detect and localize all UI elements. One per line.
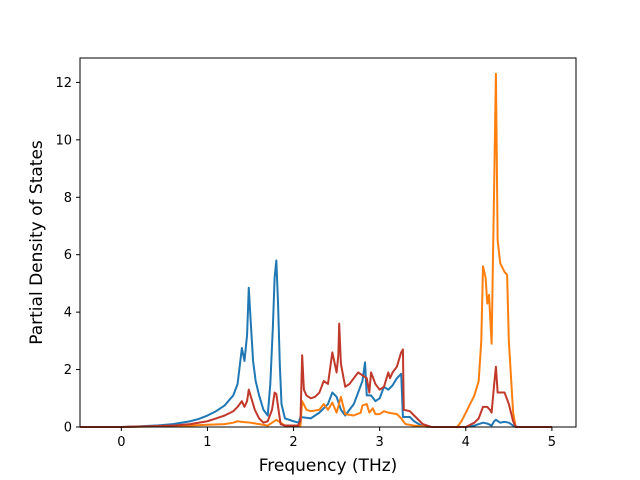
y-tick-label: 2 [64, 363, 72, 378]
y-tick-label: 4 [64, 306, 72, 321]
x-tick-label: 3 [376, 435, 384, 450]
series-line-2 [80, 72, 552, 428]
plot-frame [79, 57, 577, 428]
y-axis-ticks: 0 2 4 6 8 10 12 [55, 76, 80, 436]
y-tick-label: 8 [64, 191, 72, 206]
y-tick-label: 12 [55, 76, 72, 91]
series-layer [80, 72, 552, 428]
series-line-3 [80, 322, 552, 428]
y-axis-label: Partial Density of States [27, 140, 47, 345]
y-tick-label: 0 [64, 421, 72, 436]
x-axis-ticks: 0 1 2 3 4 5 [117, 427, 556, 450]
y-tick-label: 10 [55, 133, 72, 148]
x-tick-label: 0 [117, 435, 125, 450]
x-tick-label: 4 [462, 435, 470, 450]
x-tick-label: 1 [203, 435, 211, 450]
y-tick-label: 6 [64, 248, 72, 263]
x-tick-label: 5 [548, 435, 556, 450]
x-axis-label: Frequency (THz) [259, 456, 398, 476]
x-tick-label: 2 [289, 435, 297, 450]
